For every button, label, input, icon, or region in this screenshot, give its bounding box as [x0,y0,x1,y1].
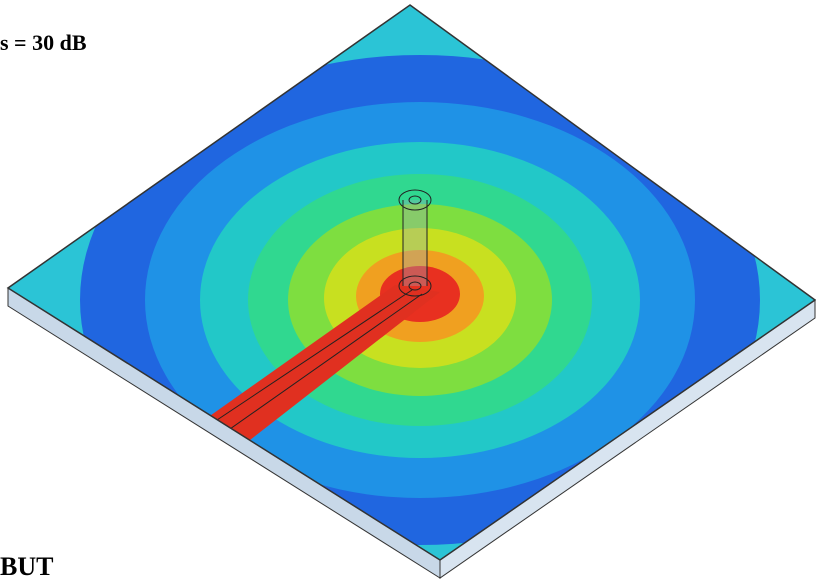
caption-top: s = 30 dB [0,30,87,56]
caption-bottom: BUT [0,552,53,582]
field-plot [0,0,816,584]
field-map [0,0,816,584]
page: s = 30 dB BUT [0,0,816,584]
coax-probe [399,190,431,296]
